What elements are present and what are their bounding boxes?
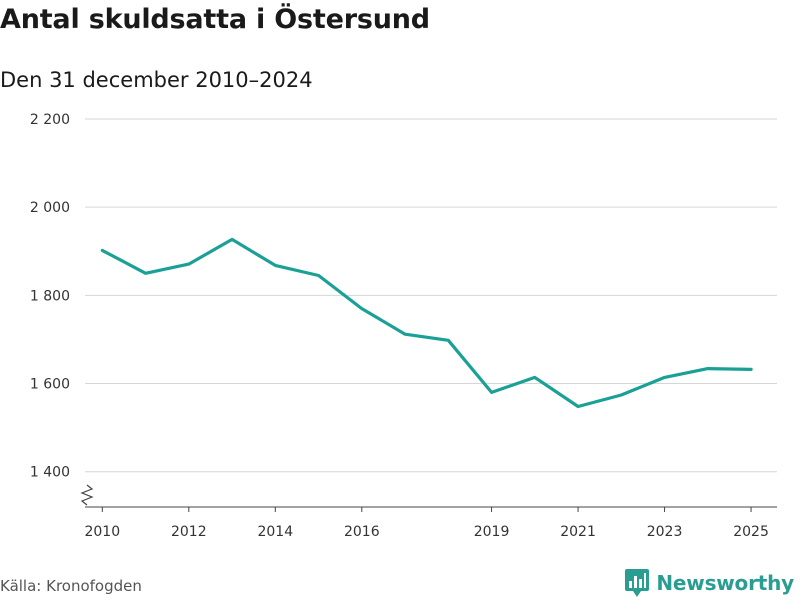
data-point[interactable] [446, 338, 450, 342]
y-tick-label: 1 800 [30, 288, 70, 304]
chart-subtitle: Den 31 december 2010–2024 [0, 68, 313, 92]
x-tick-label: 2025 [733, 524, 769, 540]
bar-chart-logo-icon [625, 569, 650, 597]
data-point[interactable] [619, 393, 623, 397]
chart-title: Antal skuldsatta i Östersund [0, 4, 430, 35]
x-tick-label: 2016 [344, 524, 380, 540]
data-point[interactable] [749, 367, 753, 371]
series-line [100, 237, 753, 409]
data-point[interactable] [187, 262, 191, 266]
y-tick-label: 2 000 [30, 200, 70, 216]
data-point[interactable] [663, 375, 667, 379]
brand-logo[interactable]: Newsworthy [624, 568, 794, 598]
data-point[interactable] [403, 332, 407, 336]
data-point[interactable] [706, 367, 710, 371]
y-tick-label: 1 400 [30, 465, 70, 481]
x-tick-label: 2021 [560, 524, 596, 540]
y-axis-ticks: 1 400 1 600 1 800 2 000 2 200 [30, 112, 70, 481]
x-tick-label: 2019 [474, 524, 510, 540]
axis-break-icon [80, 484, 94, 506]
data-point[interactable] [317, 274, 321, 278]
data-point[interactable] [360, 307, 364, 311]
data-point[interactable] [230, 237, 234, 241]
data-point[interactable] [533, 375, 537, 379]
brand-name: Newsworthy [656, 571, 794, 595]
x-axis-ticks: 2010 2012 2014 2016 2019 2021 2023 2025 [84, 507, 769, 540]
x-axis [80, 484, 777, 508]
x-tick-label: 2012 [171, 524, 207, 540]
x-tick-label: 2010 [84, 524, 120, 540]
series [100, 237, 753, 409]
x-tick-label: 2014 [257, 524, 293, 540]
data-point[interactable] [490, 390, 494, 394]
data-point[interactable] [144, 271, 148, 275]
y-tick-label: 1 600 [30, 377, 70, 393]
data-point[interactable] [100, 248, 104, 252]
y-tick-label: 2 200 [30, 112, 70, 128]
source-note: Källa: Kronofogden [0, 577, 142, 595]
gridlines [85, 118, 777, 473]
data-point[interactable] [576, 404, 580, 408]
x-tick-label: 2023 [647, 524, 683, 540]
data-point[interactable] [273, 263, 277, 267]
